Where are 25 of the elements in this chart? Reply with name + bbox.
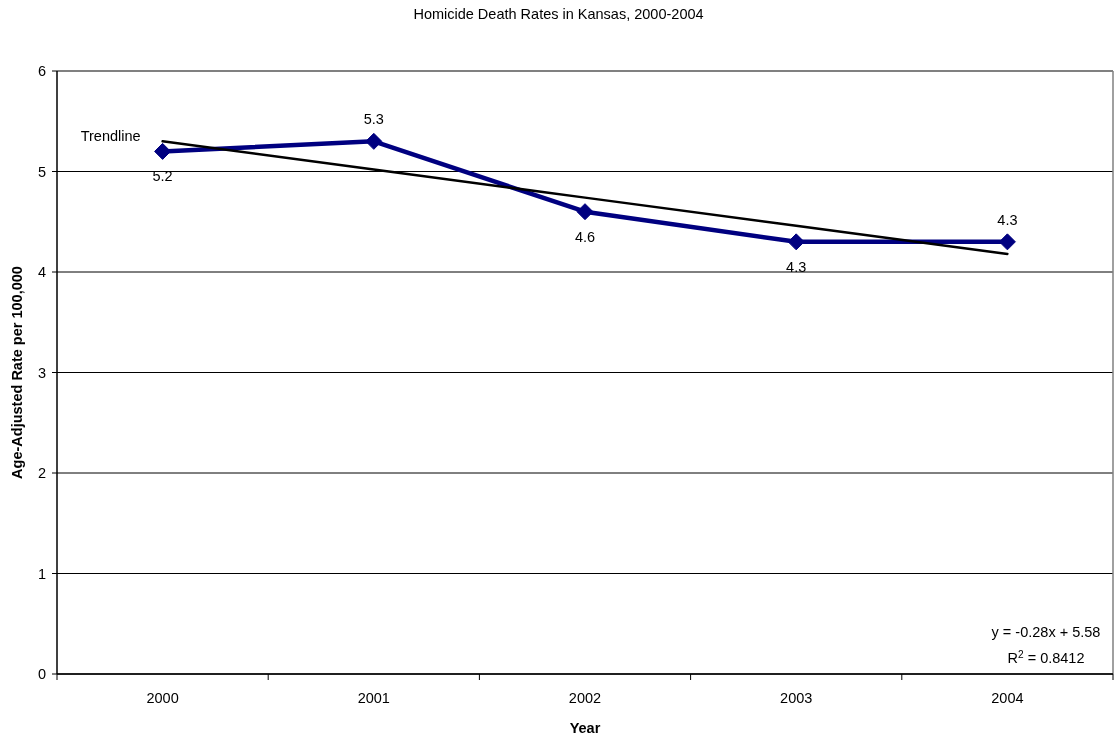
annotation: y = -0.28x + 5.58	[991, 624, 1101, 640]
y-tick-label: 4	[37, 264, 46, 281]
y-tick-label: 0	[37, 666, 46, 683]
point	[576, 203, 594, 221]
series-label: Trendline	[80, 128, 141, 145]
y-axis-title: Age-Adjusted Rate per 100,000	[9, 266, 25, 479]
x-tick-label: 2002	[568, 690, 602, 706]
annotation: R$^{2}$ = 0.8412	[1007, 648, 1085, 666]
data-label: 4.6	[574, 228, 596, 245]
x-axis-title: Year	[569, 720, 601, 736]
data-label: 5.3	[363, 111, 384, 128]
y-tick-label: 3	[37, 364, 46, 381]
point	[787, 233, 805, 251]
x-tick-label: 2004	[991, 690, 1024, 706]
point	[365, 132, 383, 150]
data-label: 4.3	[786, 258, 807, 275]
y-tick-label: 6	[37, 63, 46, 80]
y-tick-label: 5	[37, 163, 46, 180]
y-tick-label: 2	[37, 465, 46, 482]
chart-title: Homicide Death Rates in Kansas, 2000-2004	[413, 6, 704, 22]
x-tick-label: 2001	[357, 690, 390, 706]
data-label: 4.3	[997, 211, 1018, 228]
x-tick-label: 2000	[146, 690, 179, 706]
x-tick-label: 2003	[780, 690, 813, 706]
y-tick-label: 1	[37, 565, 46, 582]
